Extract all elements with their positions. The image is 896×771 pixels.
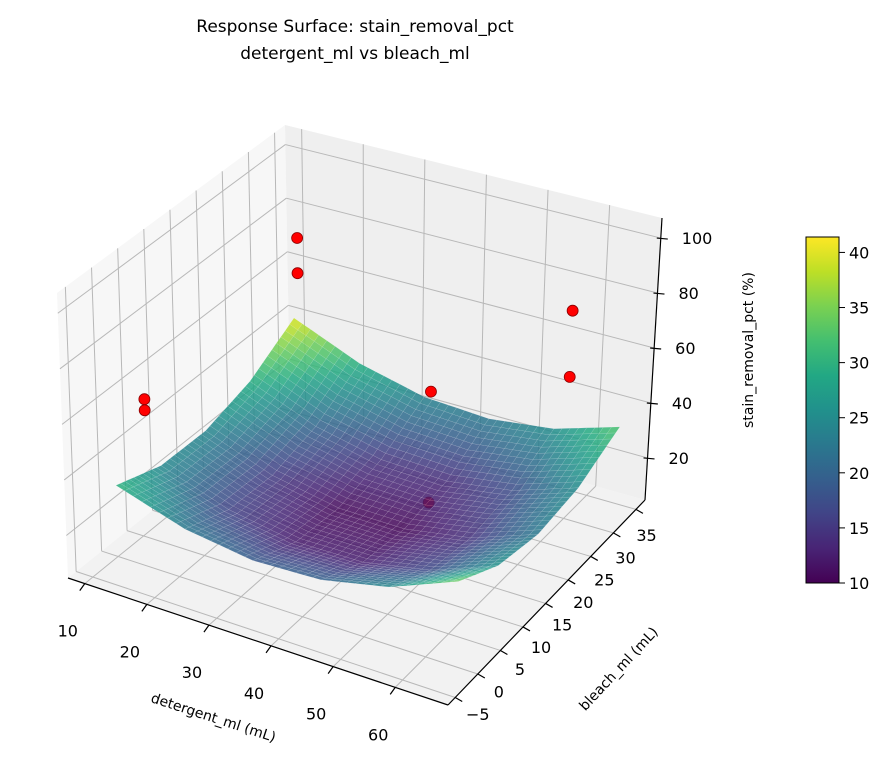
y-tick — [636, 509, 643, 513]
x-tick-label: 30 — [182, 663, 202, 682]
colorbar-tick-label: 10 — [849, 574, 869, 593]
z-tick-label: 60 — [675, 339, 695, 358]
colorbar-tick-label: 40 — [849, 243, 869, 262]
colorbar-tick-label: 30 — [849, 354, 869, 373]
z-tick-label: 40 — [672, 394, 692, 413]
y-tick — [500, 650, 507, 654]
z-axis-label: stain_removal_pct (%) — [741, 272, 757, 428]
y-tick — [523, 627, 530, 631]
y-tick — [591, 556, 598, 560]
y-tick-label: 15 — [552, 615, 572, 634]
x-tick — [328, 667, 333, 674]
x-tick-label: 60 — [368, 725, 388, 744]
scatter-point — [292, 233, 303, 244]
scatter-point — [139, 405, 150, 416]
y-tick-label: 25 — [594, 571, 614, 590]
y-tick-label: 20 — [573, 593, 593, 612]
chart-title-line-2: detergent_ml vs bleach_ml — [240, 44, 470, 64]
colorbar-tick-label: 25 — [849, 409, 869, 428]
y-tick — [613, 533, 620, 537]
x-tick — [204, 625, 209, 632]
chart-title-line-1: Response Surface: stain_removal_pct — [196, 17, 514, 37]
x-tick-label: 50 — [306, 705, 326, 724]
y-tick-label: 5 — [515, 660, 525, 679]
scatter-point — [564, 371, 575, 382]
scatter-point — [139, 394, 150, 405]
scatter-point — [567, 305, 578, 316]
y-tick — [478, 674, 485, 678]
colorbar-gradient — [806, 237, 839, 583]
colorbar-tick-label: 20 — [849, 464, 869, 483]
y-tick — [455, 697, 462, 701]
scatter-point — [292, 268, 303, 279]
z-tick-label: 20 — [669, 449, 689, 468]
y-tick-label: 10 — [531, 638, 551, 657]
z-tick-label: 100 — [682, 229, 713, 248]
y-tick-label: 35 — [636, 526, 656, 545]
y-tick-label: −5 — [466, 705, 490, 724]
y-tick — [568, 580, 575, 584]
x-tick-label: 40 — [244, 684, 264, 703]
x-tick-label: 10 — [58, 622, 78, 641]
x-tick — [142, 604, 147, 611]
scatter-point — [425, 386, 436, 397]
x-tick — [266, 646, 271, 653]
y-tick-label: 30 — [615, 548, 635, 567]
y-tick-label: 0 — [494, 682, 504, 701]
y-axis-label: bleach_ml (mL) — [576, 624, 661, 714]
z-tick-label: 80 — [678, 284, 698, 303]
x-tick — [390, 687, 395, 694]
x-tick — [80, 584, 85, 591]
colorbar-tick-label: 15 — [849, 519, 869, 538]
y-tick — [546, 603, 553, 607]
x-tick-label: 20 — [120, 642, 140, 661]
colorbar-tick-label: 35 — [849, 299, 869, 318]
colorbar: 10 15 20 25 30 35 40 — [806, 237, 869, 593]
